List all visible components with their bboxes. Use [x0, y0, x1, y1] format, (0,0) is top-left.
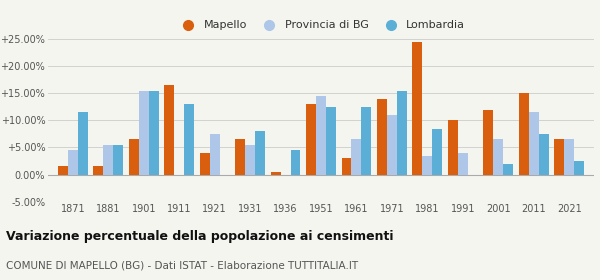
Bar [422, 156, 433, 174]
Bar [245, 145, 255, 174]
Bar [554, 139, 564, 174]
Bar [493, 139, 503, 174]
Bar [397, 91, 407, 174]
Bar [271, 172, 281, 174]
Bar [448, 120, 458, 174]
Bar [78, 112, 88, 174]
Text: COMUNE DI MAPELLO (BG) - Dati ISTAT - Elaborazione TUTTITALIA.IT: COMUNE DI MAPELLO (BG) - Dati ISTAT - El… [6, 260, 358, 270]
Bar [139, 91, 149, 174]
Bar [341, 158, 352, 174]
Bar [387, 115, 397, 174]
Bar [564, 139, 574, 174]
Bar [164, 85, 174, 174]
Bar [113, 145, 123, 174]
Bar [68, 150, 78, 174]
Bar [103, 145, 113, 174]
Bar [352, 139, 361, 174]
Bar [129, 139, 139, 174]
Bar [306, 104, 316, 174]
Bar [503, 164, 513, 174]
Bar [484, 109, 493, 174]
Bar [539, 134, 548, 174]
Bar [209, 134, 220, 174]
Bar [200, 153, 209, 174]
Bar [94, 166, 103, 174]
Bar [255, 131, 265, 174]
Bar [326, 107, 336, 174]
Bar [184, 104, 194, 174]
Bar [290, 150, 301, 174]
Bar [316, 96, 326, 174]
Bar [361, 107, 371, 174]
Text: Variazione percentuale della popolazione ai censimenti: Variazione percentuale della popolazione… [6, 230, 394, 242]
Bar [58, 166, 68, 174]
Bar [458, 153, 468, 174]
Bar [574, 161, 584, 174]
Bar [235, 139, 245, 174]
Bar [412, 42, 422, 174]
Bar [377, 99, 387, 174]
Bar [433, 129, 442, 174]
Legend: Mapello, Provincia di BG, Lombardia: Mapello, Provincia di BG, Lombardia [177, 20, 465, 31]
Bar [149, 91, 158, 174]
Bar [529, 112, 539, 174]
Bar [519, 93, 529, 174]
